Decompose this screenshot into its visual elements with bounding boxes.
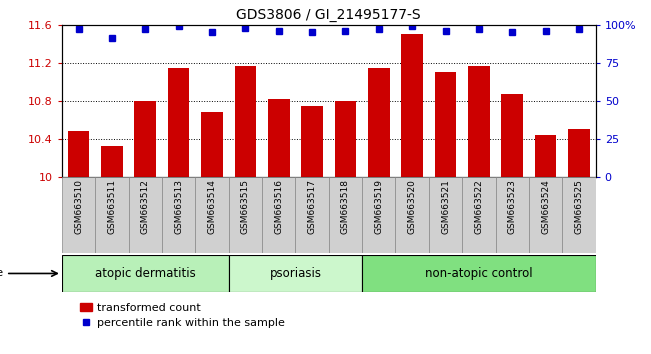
Text: GSM663514: GSM663514 [208, 179, 217, 234]
Legend: transformed count, percentile rank within the sample: transformed count, percentile rank withi… [81, 303, 285, 327]
Bar [301, 105, 323, 177]
Bar [529, 177, 562, 253]
Text: non-atopic control: non-atopic control [425, 267, 533, 280]
Bar [62, 255, 229, 292]
Bar [401, 34, 423, 177]
Text: disease state: disease state [0, 268, 57, 279]
Bar [268, 99, 290, 177]
Bar [201, 112, 223, 177]
Bar [101, 145, 123, 177]
Text: GSM663523: GSM663523 [508, 179, 517, 234]
Bar [468, 66, 490, 177]
Bar [162, 177, 195, 253]
Bar [462, 177, 495, 253]
Text: GSM663521: GSM663521 [441, 179, 450, 234]
Bar [534, 135, 557, 177]
Text: GSM663511: GSM663511 [107, 179, 117, 234]
Bar [362, 255, 596, 292]
Bar [168, 68, 189, 177]
Bar [68, 131, 89, 177]
Bar [296, 177, 329, 253]
Bar [495, 177, 529, 253]
Text: GSM663524: GSM663524 [541, 179, 550, 234]
Text: GSM663518: GSM663518 [341, 179, 350, 234]
Text: GSM663510: GSM663510 [74, 179, 83, 234]
Text: psoriasis: psoriasis [270, 267, 322, 280]
Bar [429, 177, 462, 253]
Title: GDS3806 / GI_21495177-S: GDS3806 / GI_21495177-S [236, 8, 421, 22]
Bar [128, 177, 162, 253]
Text: GSM663525: GSM663525 [574, 179, 583, 234]
Text: GSM663519: GSM663519 [374, 179, 383, 234]
Bar [335, 101, 356, 177]
Bar [262, 177, 296, 253]
Bar [368, 68, 390, 177]
Bar [568, 130, 590, 177]
Bar [229, 255, 362, 292]
Text: GSM663512: GSM663512 [141, 179, 150, 234]
Bar [134, 101, 156, 177]
Text: GSM663513: GSM663513 [174, 179, 183, 234]
Bar [229, 177, 262, 253]
Text: atopic dermatitis: atopic dermatitis [95, 267, 196, 280]
Text: GSM663517: GSM663517 [307, 179, 316, 234]
Bar [362, 177, 396, 253]
Bar [195, 177, 229, 253]
Bar [329, 177, 362, 253]
Bar [396, 177, 429, 253]
Bar [62, 177, 95, 253]
Text: GSM663520: GSM663520 [408, 179, 417, 234]
Bar [562, 177, 596, 253]
Text: GSM663515: GSM663515 [241, 179, 250, 234]
Bar [234, 66, 256, 177]
Text: GSM663516: GSM663516 [274, 179, 283, 234]
Bar [501, 94, 523, 177]
Text: GSM663522: GSM663522 [475, 179, 484, 234]
Bar [95, 177, 129, 253]
Bar [435, 72, 456, 177]
